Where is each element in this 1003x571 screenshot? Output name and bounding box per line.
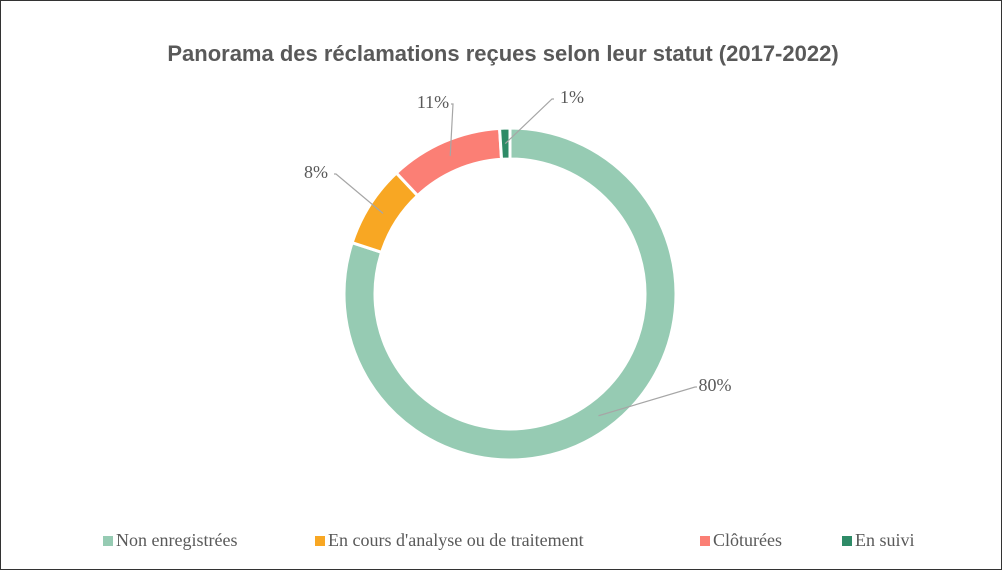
legend-marker <box>315 536 325 546</box>
data-label: 1% <box>560 87 584 107</box>
data-label: 80% <box>699 375 732 395</box>
leader-line <box>449 103 454 156</box>
leader-line <box>504 98 554 145</box>
legend-label: En suivi <box>855 530 915 550</box>
legend-label: En cours d'analyse ou de traitement <box>328 530 584 550</box>
donut-segment <box>342 126 678 462</box>
leader-line <box>598 386 697 417</box>
legend-label: Clôturées <box>713 530 782 550</box>
chart-title: Panorama des réclamations reçues selon l… <box>167 41 838 66</box>
leader-line <box>334 173 384 214</box>
legend-marker <box>103 536 113 546</box>
donut-segment <box>497 126 512 161</box>
legend-marker <box>700 536 710 546</box>
legend-marker <box>842 536 852 546</box>
data-label: 11% <box>417 92 449 112</box>
data-label: 8% <box>304 162 328 182</box>
legend-label: Non enregistrées <box>116 530 237 550</box>
